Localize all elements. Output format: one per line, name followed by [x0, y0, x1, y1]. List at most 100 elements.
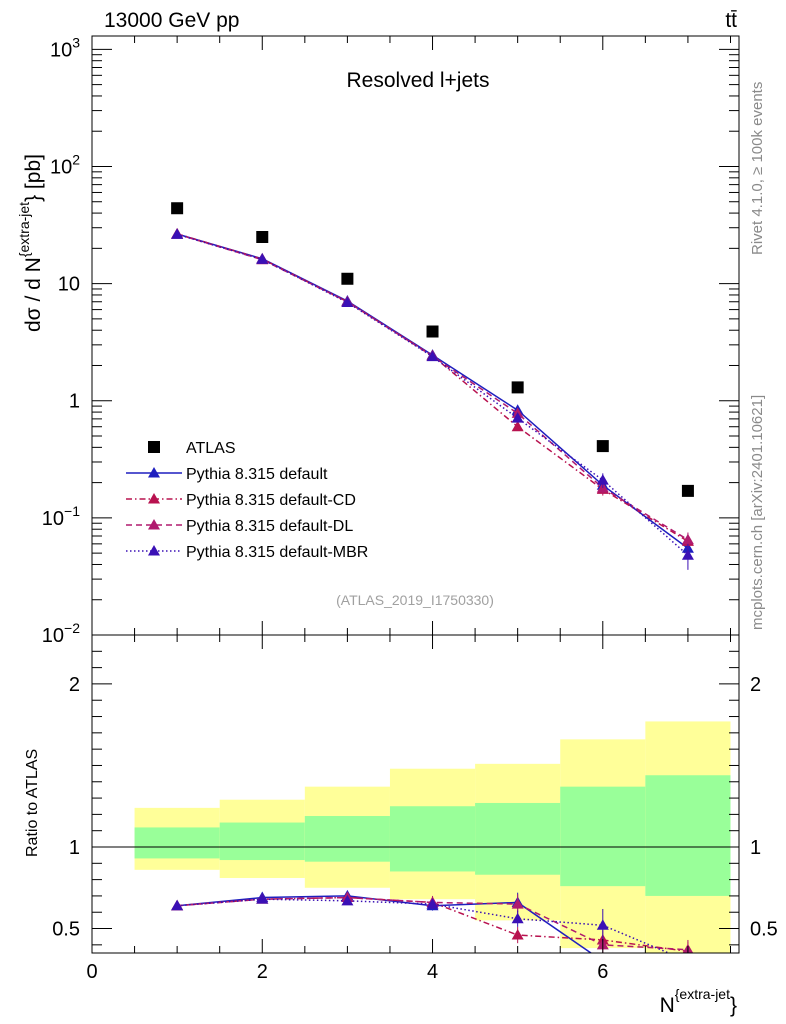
main-y-axis-label: dσ / d N{extra-jet} [pb] — [16, 154, 45, 332]
legend-label: Pythia 8.315 default-MBR — [186, 544, 368, 561]
series-marker — [681, 549, 694, 560]
main-y-tick-base: 10 — [50, 156, 72, 178]
atlas-data-point — [256, 230, 269, 243]
series-marker — [596, 474, 609, 485]
ratio-series-dotted — [171, 893, 694, 966]
main-y-tick-exp: −1 — [64, 503, 80, 519]
series-marker — [511, 412, 524, 423]
band-inner-3 — [304, 816, 390, 862]
main-y-tick-label: 1 — [69, 391, 80, 413]
ratio-y-tick-label-right: 2 — [750, 674, 761, 696]
band-inner-5 — [475, 802, 561, 875]
legend: ATLAS Pythia 8.315 default Pythia 8.315 de… — [126, 440, 368, 561]
series-marker — [341, 296, 354, 307]
x-label-suffix: } — [730, 994, 737, 1017]
main-plot-title: Resolved l+jets — [347, 69, 490, 92]
analysis-tag: (ATLAS_2019_I1750330) — [336, 592, 494, 608]
main-y-tick-base: 10 — [42, 508, 64, 530]
atlas-data-point — [596, 440, 609, 453]
ratio-y-tick-label-left: 2 — [69, 674, 80, 696]
series-marker — [426, 350, 439, 362]
rivet-label: Rivet 4.1.0, ≥ 100k events — [749, 82, 766, 255]
x-tick-label: 6 — [597, 961, 608, 983]
x-label-sup: {extra-jet — [675, 986, 730, 1002]
atlas-data-point — [341, 272, 354, 285]
ratio-y-tick-label-left: 1 — [69, 837, 80, 859]
ratio-uncertainty-bands — [134, 721, 731, 953]
ratio-series-marker — [596, 919, 609, 930]
band-inner-7 — [645, 775, 731, 896]
atlas-data-point — [681, 484, 694, 497]
legend-label: Pythia 8.315 default — [186, 466, 328, 483]
axis-ticks — [91, 36, 739, 953]
main-y-tick-label: 10−1 — [42, 503, 80, 530]
y-label-sup: {extra-jet — [16, 202, 32, 257]
main-y-tick-exp: 3 — [72, 34, 80, 50]
band-inner-6 — [560, 786, 646, 887]
legend-marker — [148, 545, 160, 556]
series-dotted — [171, 228, 694, 570]
x-tick-labels: 0 2 4 6 — [86, 961, 608, 983]
x-tick-label: 2 — [257, 961, 268, 983]
y-label-suffix: } [pb] — [22, 154, 45, 202]
main-y-tick-label: 102 — [50, 151, 80, 178]
ratio-series-marker — [682, 955, 694, 966]
ratio-series-marker — [682, 971, 694, 982]
energy-label: 13000 GeV pp — [104, 9, 239, 32]
main-y-tick-base: 10 — [58, 274, 80, 296]
ratio-y-axis-label: Ratio to ATLAS — [24, 749, 41, 857]
series-marker — [511, 420, 524, 432]
series-marker — [256, 253, 269, 264]
main-y-tick-exp: 2 — [72, 151, 80, 167]
legend-marker — [148, 467, 160, 478]
atlas-data-point — [426, 325, 439, 338]
x-label-base: N — [660, 994, 675, 1017]
main-y-tick-label: 10 — [58, 274, 80, 296]
x-tick-label: 0 — [86, 961, 97, 983]
main-y-tick-base: 10 — [42, 625, 64, 647]
main-y-tick-label: 10−2 — [42, 620, 80, 647]
legend-item: Pythia 8.315 default-MBR — [126, 544, 368, 561]
ratio-y-tick-label-right: 1 — [750, 837, 761, 859]
legend-label: Pythia 8.315 default-DL — [186, 518, 353, 535]
band-inner-4 — [389, 806, 476, 872]
x-tick-label: 4 — [427, 961, 438, 983]
ratio-y-tick-labels: 0.5 0.5 1 1 2 2 — [52, 674, 778, 941]
legend-marker-atlas — [148, 441, 160, 453]
legend-marker — [148, 493, 160, 504]
legend-item: Pythia 8.315 default — [126, 466, 328, 483]
y-label-prefix: dσ / d N — [22, 257, 45, 332]
main-plot-series — [171, 202, 694, 570]
mcplots-label: mcplots.cern.ch [arXiv:2401.10621] — [749, 395, 766, 630]
ratio-y-tick-label-left: 0.5 — [52, 919, 80, 941]
x-axis-label: N{extra-jet} — [660, 986, 737, 1017]
series-marker — [171, 228, 184, 239]
atlas-data-point — [171, 202, 184, 215]
legend-item: ATLAS — [148, 440, 236, 457]
main-y-tick-base: 10 — [50, 39, 72, 61]
legend-marker — [148, 519, 160, 530]
ratio-series-marker — [511, 929, 524, 940]
process-label: tt̄ — [725, 9, 737, 32]
main-y-tick-exp: −2 — [64, 620, 80, 636]
ratio-series-marker — [256, 893, 269, 904]
ratio-series-marker — [511, 912, 524, 924]
ratio-y-tick-label-right: 0.5 — [750, 919, 778, 941]
legend-item: Pythia 8.315 default-CD — [126, 492, 356, 509]
band-inner-1 — [134, 827, 220, 859]
ratio-series-marker — [171, 899, 184, 911]
band-inner-2 — [219, 822, 305, 861]
legend-label: Pythia 8.315 default-CD — [186, 492, 356, 509]
atlas-data-point — [511, 381, 524, 394]
ratio-plot-frame — [91, 634, 740, 954]
legend-item: Pythia 8.315 default-DL — [126, 518, 353, 535]
ratio-series-marker — [511, 898, 524, 909]
main-y-tick-label: 103 — [50, 34, 80, 61]
ratio-series-marker — [426, 898, 439, 909]
main-y-tick-base: 1 — [69, 391, 80, 413]
ratio-series-marker — [341, 894, 354, 906]
series-marker — [681, 533, 694, 545]
legend-label: ATLAS — [186, 440, 236, 457]
